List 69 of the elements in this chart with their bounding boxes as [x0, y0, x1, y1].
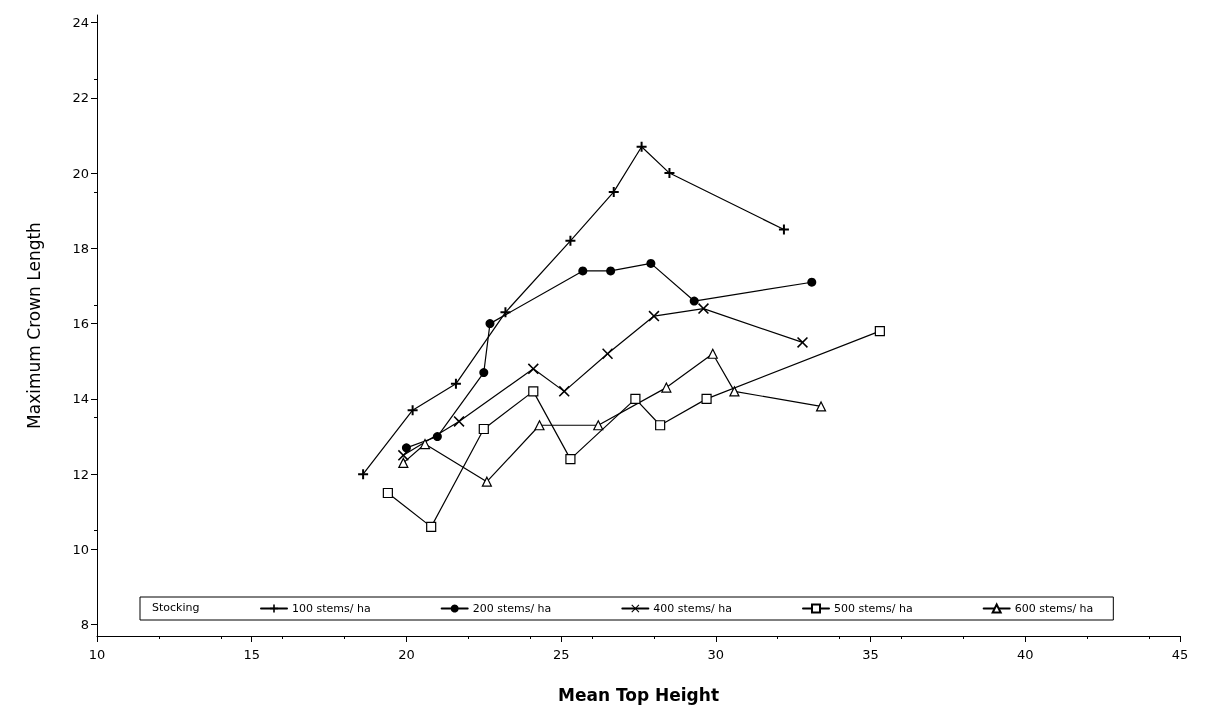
y-tick-label: 18 [72, 240, 89, 256]
point [778, 224, 789, 235]
x-tick-label: 20 [398, 647, 415, 662]
point [661, 382, 672, 393]
point [426, 521, 437, 532]
y-tick-label: 20 [72, 165, 89, 181]
point [655, 420, 666, 431]
point [646, 258, 656, 268]
point [729, 386, 740, 397]
point [432, 432, 442, 442]
x-tick-label: 40 [1017, 647, 1034, 662]
point [606, 266, 616, 276]
legend-title: Stocking [152, 601, 200, 614]
y-tick-label: 22 [72, 90, 89, 106]
x-tick-label: 25 [552, 647, 570, 662]
point [608, 186, 619, 197]
point [398, 457, 409, 468]
point [874, 326, 885, 337]
y-tick-label: 12 [72, 466, 89, 482]
point [453, 415, 465, 427]
x-tick-label: 15 [243, 647, 260, 662]
point [648, 310, 660, 322]
y-tick-label: 16 [72, 316, 89, 332]
point [664, 168, 675, 179]
x-tick-label: 30 [707, 647, 725, 662]
point [707, 348, 718, 359]
point [593, 420, 604, 431]
point [407, 405, 418, 416]
point [797, 336, 808, 348]
legend-label: 500 stems/ ha [834, 602, 913, 615]
point [401, 443, 411, 453]
point [701, 393, 712, 404]
point [485, 319, 495, 329]
y-tick-label: 10 [72, 541, 89, 557]
point [534, 420, 545, 431]
point [558, 385, 570, 397]
point [636, 141, 647, 152]
legend-label: 600 stems/ ha [1014, 602, 1094, 615]
point [382, 487, 393, 499]
y-tick-label: 14 [72, 391, 89, 407]
point [478, 423, 489, 435]
point [527, 363, 539, 375]
y-tick-label: 8 [80, 617, 89, 633]
x-tick-label: 35 [862, 647, 879, 662]
point [419, 438, 431, 450]
point [358, 469, 369, 480]
point [578, 266, 588, 276]
y-tick-label: 24 [72, 15, 89, 31]
x-axis-title: Mean Top Height [557, 684, 720, 705]
point [565, 454, 576, 465]
legend-label: 400 stems/ ha [653, 602, 732, 615]
point [397, 449, 409, 461]
point [815, 401, 827, 412]
point [602, 348, 614, 360]
point [528, 386, 539, 397]
x-tick-label: 45 [1171, 647, 1189, 662]
point [689, 296, 699, 306]
point [697, 303, 709, 315]
point [565, 235, 576, 246]
point [450, 378, 461, 389]
point [807, 277, 817, 287]
x-tick-label: 10 [88, 647, 106, 662]
point [479, 368, 489, 378]
point [630, 393, 641, 404]
legend-label: 100 stems/ ha [292, 602, 371, 615]
point [481, 476, 492, 487]
point [500, 307, 511, 318]
legend-label: 200 stems/ ha [472, 602, 552, 615]
y-axis-title: Maximum Crown Length [23, 222, 44, 429]
